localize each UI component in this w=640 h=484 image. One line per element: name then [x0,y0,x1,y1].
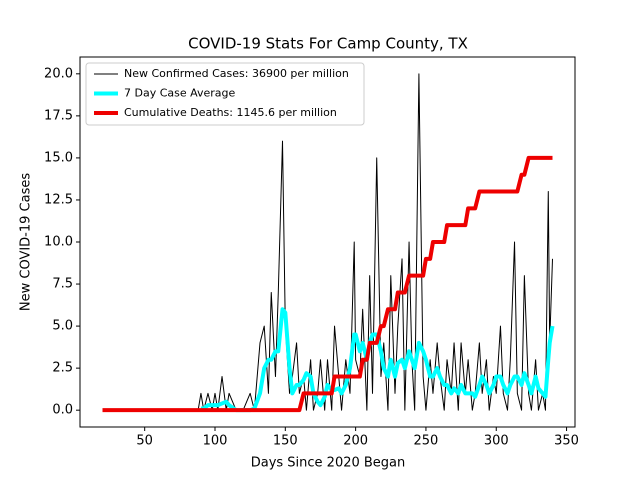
y-tick-label: 20.0 [44,66,73,81]
y-tick-label: 17.5 [44,108,73,123]
x-tick-label: 300 [484,434,509,449]
chart-title: COVID-19 Stats For Camp County, TX [188,35,468,53]
x-tick-label: 350 [554,434,579,449]
y-tick-label: 15.0 [44,150,73,165]
legend: New Confirmed Cases: 36900 per million 7 … [85,62,365,126]
y-tick-label: 0.0 [52,403,73,418]
x-tick-label: 150 [273,434,298,449]
y-tick-label: 2.5 [52,361,73,376]
y-tick-label: 12.5 [44,192,73,207]
x-axis-label: Days Since 2020 Began [251,456,406,471]
y-tick-label: 7.5 [52,277,73,292]
x-tick-label: 200 [343,434,368,449]
legend-box [85,62,365,126]
legend-label: Cumulative Deaths: 1145.6 per million [124,106,337,119]
y-tick-label: 10.0 [44,235,73,250]
y-axis-label: New COVID-19 Cases [19,173,34,311]
legend-label: 7 Day Case Average [124,87,236,100]
series-line [102,155,553,413]
y-tick-label: 5.0 [52,319,73,334]
plot-frame [79,56,576,428]
legend-label: New Confirmed Cases: 36900 per million [124,67,349,80]
x-tick-label: 100 [203,434,228,449]
x-tick-label: 250 [414,434,439,449]
series-line [200,307,555,413]
x-tick-label: 50 [136,434,153,449]
